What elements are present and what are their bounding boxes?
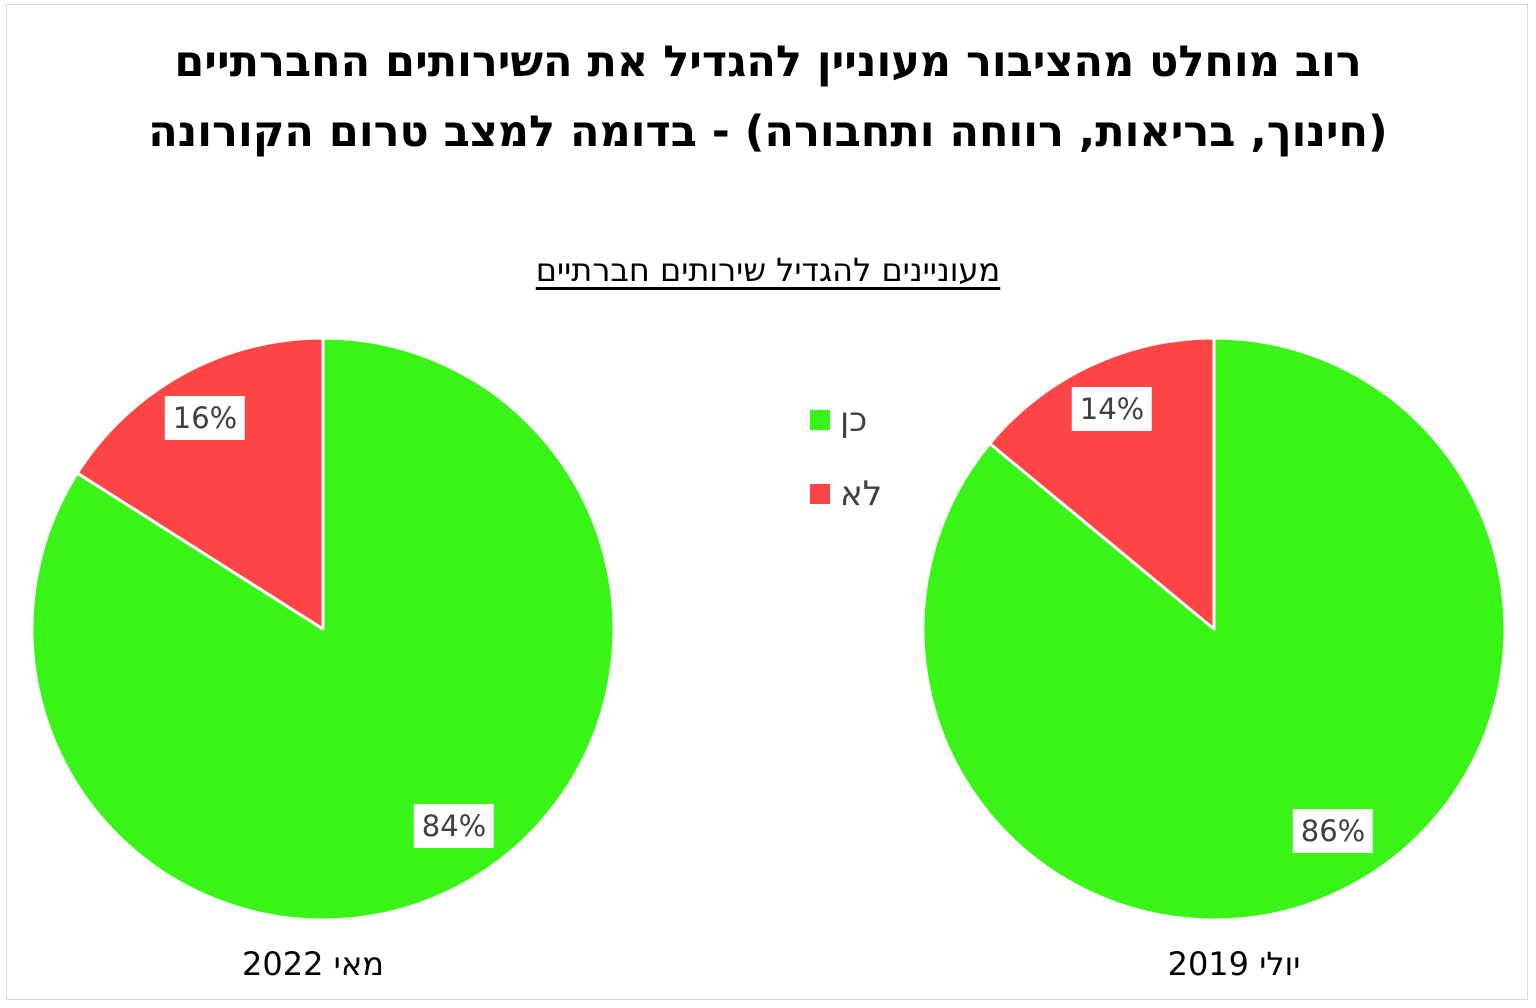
- pie-caption-may-2022: מאי 2022: [242, 945, 384, 983]
- slice-label-no-2019: 14%: [1071, 387, 1153, 431]
- pie-slice-yes-2019: [921, 336, 1507, 922]
- slice-label-yes-2022: 84%: [413, 804, 495, 848]
- legend-label-no: לא: [840, 474, 883, 514]
- pie-slice-no-2019: [988, 336, 1216, 631]
- legend: כן לא: [810, 398, 882, 546]
- pie-slice-no-2022: [75, 336, 325, 631]
- legend-swatch-yes: [810, 410, 830, 430]
- chart-subtitle: מעוניינים להגדיל שירותים חברתיים: [535, 251, 1001, 289]
- chart-title-line-2: (חינוך, בריאות, רווחה ותחבורה) - בדומה ל…: [148, 107, 1388, 157]
- chart-title-line-1: רוב מוחלט מהציבור מעוניין להגדיל את השיר…: [174, 37, 1362, 87]
- pie-caption-july-2019: יולי 2019: [1167, 945, 1301, 983]
- legend-item-no: לא: [810, 472, 882, 516]
- pie-chart-may-2022: [30, 336, 616, 922]
- slice-label-yes-2019: 86%: [1292, 809, 1374, 853]
- chart-frame: [6, 4, 1528, 1000]
- legend-swatch-no: [810, 484, 830, 504]
- legend-label-yes: כן: [840, 400, 868, 440]
- pie-chart-july-2019: [921, 336, 1507, 922]
- slice-label-no-2022: 16%: [164, 396, 246, 440]
- legend-item-yes: כן: [810, 398, 882, 442]
